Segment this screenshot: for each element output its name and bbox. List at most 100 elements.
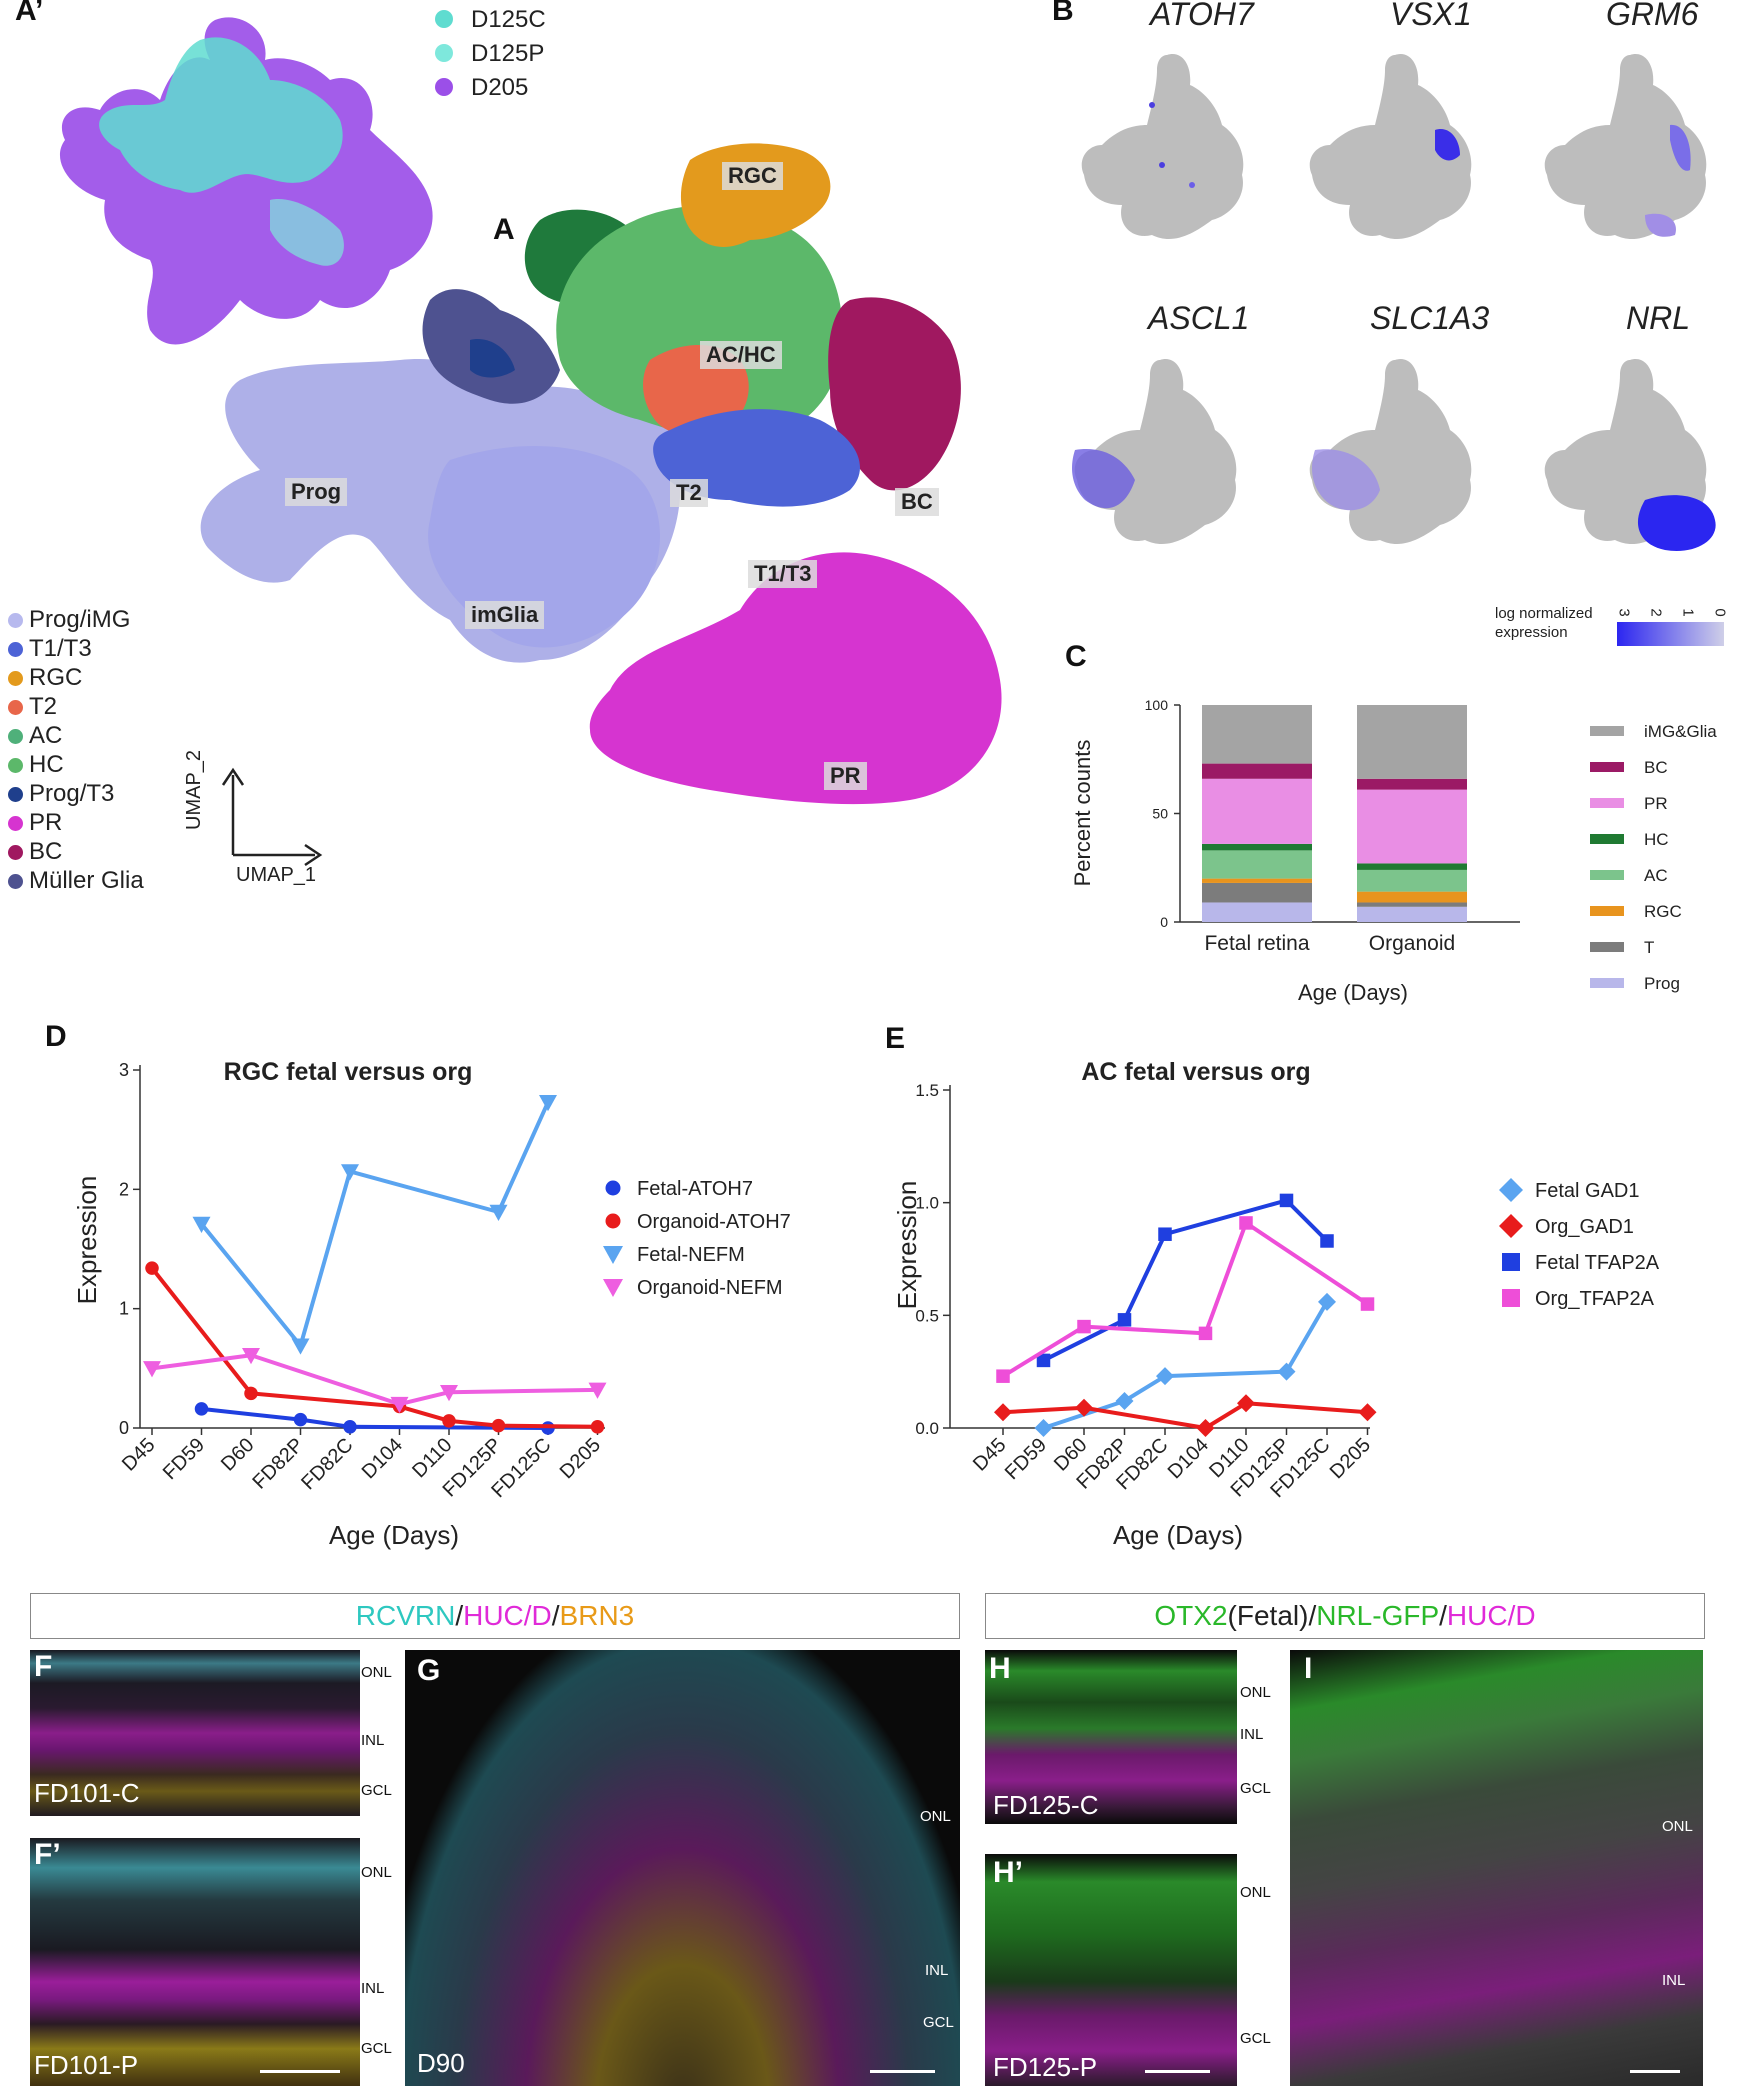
- legend-swatch: [1590, 978, 1624, 988]
- inset-legend-item: D125P: [435, 40, 544, 68]
- legend-label: Org_GAD1: [1535, 1216, 1634, 1238]
- cluster-label: BC: [895, 488, 939, 516]
- gene-label: ASCL1: [1148, 300, 1250, 336]
- x-tick-label: FD59: [1001, 1434, 1051, 1484]
- bar-segment: [1357, 705, 1467, 779]
- data-point: [1115, 1391, 1134, 1410]
- data-point: [390, 1396, 409, 1414]
- scale-label: log normalized expression: [1495, 605, 1593, 641]
- panel-letter-e: E: [885, 1022, 906, 1055]
- line-chart-ac: 0.00.51.01.5D45FD59D60FD82PFD82CD104D110…: [892, 1058, 1660, 1550]
- bar-segment: [1202, 902, 1312, 922]
- y-tick-label: 100: [1145, 697, 1169, 713]
- legend-label: Fetal-NEFM: [637, 1244, 745, 1266]
- umap-axis-x-label: UMAP_1: [236, 864, 317, 886]
- legend-item: BC: [8, 838, 62, 866]
- colorbar-ticks: 3 2 1 0: [1615, 608, 1729, 617]
- gene-label: GRM6: [1606, 0, 1699, 32]
- data-point: [1117, 1313, 1132, 1327]
- panel-letter-c: C: [1065, 640, 1087, 673]
- feature-plot-atoh7: [1081, 54, 1244, 240]
- bar-segment: [1357, 789, 1467, 864]
- umap-cluster-ac-hc: [556, 205, 843, 440]
- cluster-label: T2: [670, 479, 708, 507]
- gene-label: VSX1: [1390, 0, 1472, 32]
- y-tick-label: 0: [119, 1418, 129, 1438]
- data-point: [1499, 1178, 1523, 1202]
- data-point: [1358, 1403, 1377, 1422]
- legend-label: AC: [1644, 866, 1668, 885]
- y-tick-label: 1.5: [915, 1081, 939, 1100]
- legend-item: RGC: [8, 664, 82, 692]
- umap-cluster-rgc: [680, 143, 831, 247]
- inset-umap-plot: [59, 17, 433, 345]
- gene-label: SLC1A3: [1370, 300, 1490, 336]
- bar-segment: [1357, 891, 1467, 903]
- y-tick-label: 1.0: [915, 1194, 939, 1213]
- bar-segment: [1202, 843, 1312, 851]
- legend-item: Müller Glia: [8, 867, 144, 895]
- data-point: [145, 1261, 159, 1275]
- bar-segment: [1202, 878, 1312, 883]
- umap-cluster-prog-t3: [470, 339, 515, 378]
- data-point: [603, 1279, 623, 1297]
- legend-item: T2: [8, 693, 57, 721]
- cluster-label: AC/HC: [700, 341, 782, 369]
- series-line: [199, 1101, 550, 1348]
- umap-cluster-imglia: [428, 446, 660, 648]
- panel-letter-b: B: [1052, 0, 1074, 27]
- data-point: [1279, 1193, 1294, 1208]
- data-point: [341, 1164, 359, 1181]
- bar-segment: [1357, 863, 1467, 870]
- feature-plot-nrl: [1544, 359, 1716, 551]
- legend-label: Fetal TFAP2A: [1535, 1252, 1660, 1274]
- x-axis-label: Age (Days): [1113, 1520, 1243, 1550]
- data-point: [244, 1386, 258, 1401]
- legend-swatch: [1590, 834, 1624, 844]
- data-point: [1237, 1394, 1255, 1413]
- stain-header-left: RCVRN/HUC/D/BRN3: [30, 1593, 960, 1639]
- panel-letter-d: D: [45, 1020, 67, 1053]
- inset-legend-item: D205: [435, 74, 528, 102]
- feature-plot-ascl1: [1072, 359, 1237, 545]
- data-point: [996, 1369, 1010, 1383]
- gene-label: ATOH7: [1150, 0, 1254, 32]
- data-point: [1075, 1398, 1093, 1417]
- legend-dot-icon: [8, 613, 23, 628]
- umap-axes-icon: [221, 767, 323, 867]
- data-point: [343, 1420, 357, 1434]
- cluster-label: Prog: [285, 478, 348, 506]
- bar-segment: [1202, 850, 1312, 879]
- cluster-label: imGlia: [465, 601, 545, 629]
- data-point: [1077, 1319, 1091, 1334]
- legend-dot-icon: [8, 729, 23, 744]
- data-point: [1034, 1419, 1053, 1437]
- micrograph-f-prime: F’ FD101-P: [30, 1838, 360, 2086]
- legend-dot-icon: [8, 671, 23, 686]
- umap-plot: [200, 143, 1002, 805]
- feature-plots: [1072, 54, 1716, 551]
- cluster-label: T1/T3: [748, 560, 818, 588]
- data-point: [1198, 1326, 1213, 1341]
- data-point: [1320, 1234, 1334, 1248]
- data-point: [1036, 1353, 1051, 1368]
- x-tick-label: FD82P: [248, 1434, 308, 1494]
- legend-dot-icon: [8, 758, 23, 773]
- micrograph-g: G D90 ONL INL GCL: [405, 1650, 960, 2086]
- data-point: [1196, 1419, 1215, 1437]
- legend-item: T1/T3: [8, 635, 92, 663]
- legend-label: Prog: [1644, 974, 1680, 993]
- data-point: [192, 1216, 211, 1233]
- legend-swatch: [1590, 762, 1624, 772]
- feature-plot-slc1a3: [1309, 359, 1472, 545]
- stain-header-right: OTX2(Fetal)/NRL-GFP/HUC/D: [985, 1593, 1705, 1639]
- legend-label: BC: [1644, 758, 1668, 777]
- legend-dot-icon: [435, 78, 453, 96]
- data-point: [291, 1338, 310, 1355]
- data-point: [1360, 1297, 1375, 1311]
- inset-umap-cyan: [99, 37, 343, 193]
- inset-umap-cyan: [270, 199, 344, 266]
- x-tick-label: D104: [358, 1434, 407, 1483]
- y-tick-label: 0: [1160, 914, 1168, 930]
- inset-umap-cloud: [59, 17, 433, 345]
